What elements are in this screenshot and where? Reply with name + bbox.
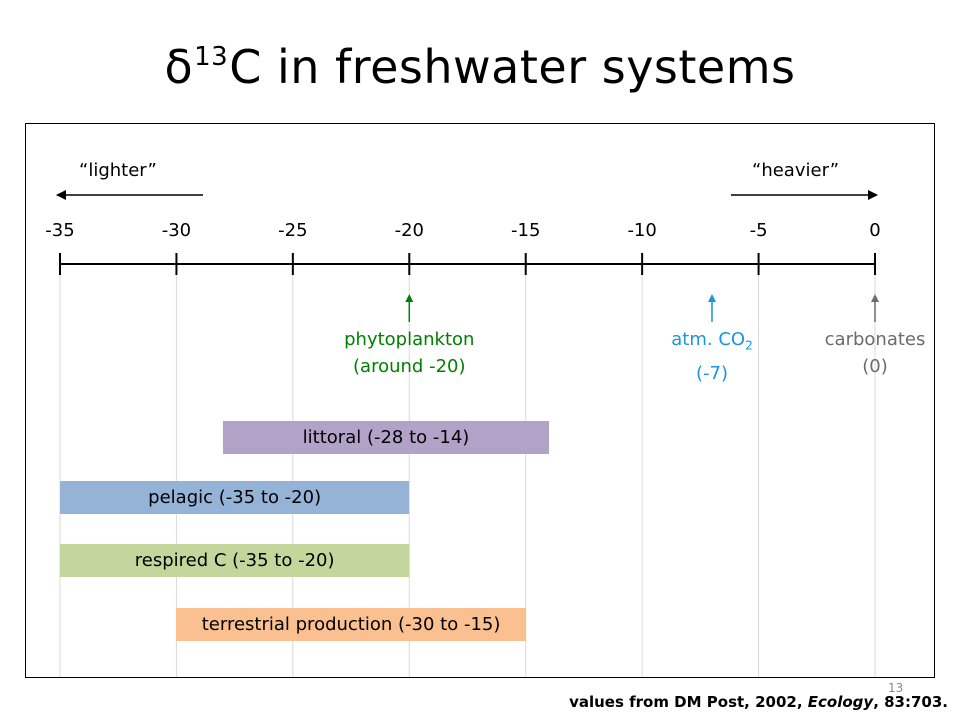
- diagram-frame: [25, 123, 935, 678]
- carbonates-label: carbonates (0): [825, 326, 926, 380]
- tick-label: -10: [627, 220, 657, 241]
- atm_co2-label: atm. CO2 (-7): [671, 326, 752, 387]
- littoral-range-bar: littoral (-28 to -14): [223, 421, 549, 454]
- page-number: 13: [888, 681, 904, 695]
- slide-title: δ13C in freshwater systems: [0, 40, 960, 94]
- tick-label: -20: [394, 220, 424, 241]
- tick-label: -35: [45, 220, 75, 241]
- tick-label: -5: [749, 220, 768, 241]
- tick-label: -15: [511, 220, 541, 241]
- title-suffix: C in freshwater systems: [229, 40, 796, 94]
- phytoplankton-arrow-head: [405, 294, 414, 302]
- respired-range-bar: respired C (-35 to -20): [60, 544, 410, 577]
- respired-range-label: respired C (-35 to -20): [134, 549, 335, 571]
- littoral-range-label: littoral (-28 to -14): [302, 426, 470, 448]
- x-axis: [59, 253, 876, 275]
- atm_co2-arrow-head: [708, 294, 716, 302]
- terrestrial-range-label: terrestrial production (-30 to -15): [201, 613, 501, 635]
- carbonates-arrow-head: [871, 294, 879, 302]
- atm_co2-label-subscript: 2: [745, 338, 753, 353]
- citation-footer: values from DM Post, 2002, Ecology, 83:7…: [569, 693, 948, 711]
- tick-label: -25: [278, 220, 308, 241]
- phytoplankton-label-line2: (around -20): [353, 356, 466, 377]
- carbonates-label-line2: (0): [862, 356, 888, 377]
- title-superscript: 13: [194, 42, 229, 72]
- citation-journal: Ecology: [807, 693, 874, 711]
- phytoplankton-label-line1: phytoplankton: [344, 329, 475, 350]
- lighter-label: “lighter”: [79, 160, 157, 181]
- atm_co2-label-prefix: atm. CO: [671, 329, 746, 350]
- terrestrial-range-bar: terrestrial production (-30 to -15): [176, 608, 526, 641]
- tick-label: -30: [161, 220, 192, 241]
- title-prefix: δ: [164, 40, 194, 94]
- carbonates-label-line1: carbonates: [824, 329, 926, 350]
- atm_co2-label-line2: (-7): [695, 362, 728, 384]
- citation-suffix: , 83:703.: [873, 693, 948, 711]
- phytoplankton-label: phytoplankton (around -20): [344, 326, 474, 380]
- citation-prefix: values from DM Post, 2002,: [569, 693, 808, 711]
- pelagic-range-label: pelagic (-35 to -20): [148, 486, 322, 508]
- pelagic-range-bar: pelagic (-35 to -20): [60, 481, 410, 514]
- heavier-label: “heavier”: [752, 160, 840, 181]
- atm_co2-label-line1: atm. CO2: [671, 326, 752, 360]
- tick-label: 0: [869, 220, 881, 241]
- marker-arrows: [405, 294, 879, 322]
